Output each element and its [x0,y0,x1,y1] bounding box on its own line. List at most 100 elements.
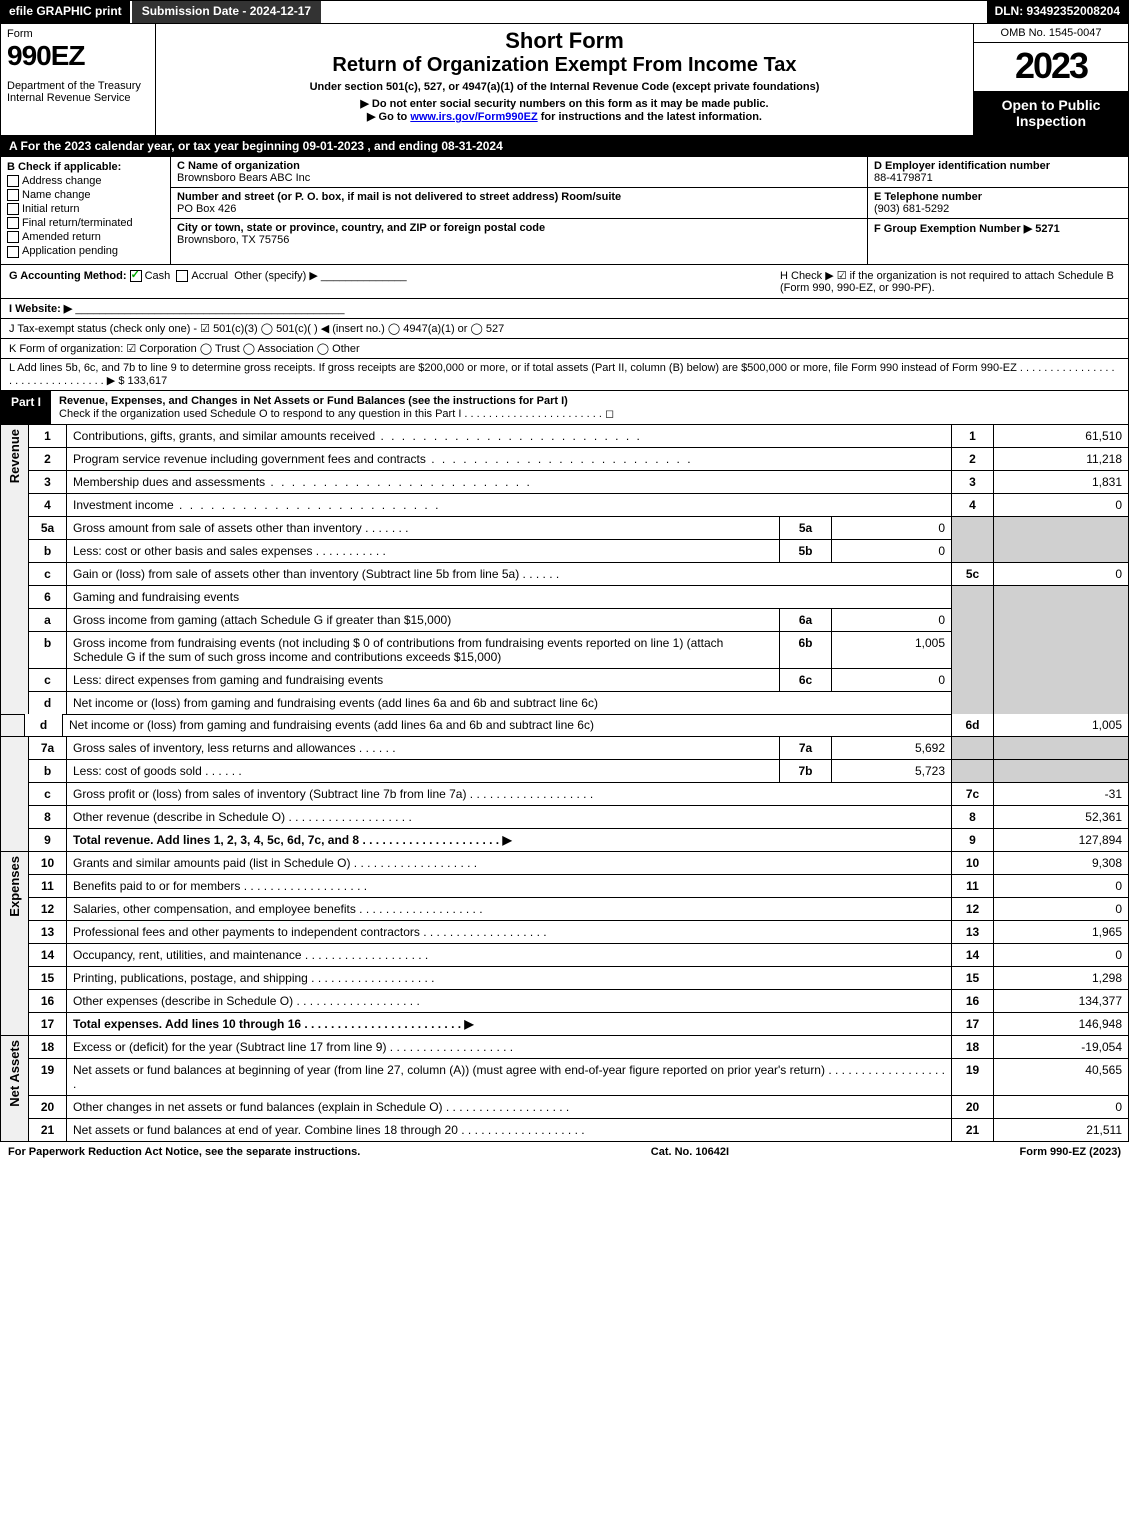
l6a-num: a [29,608,67,631]
l-value: 133,617 [128,375,168,387]
org-city-block: City or town, state or province, country… [171,219,867,249]
l21-lab: 21 [952,1119,994,1142]
l14-desc: Occupancy, rent, utilities, and maintena… [67,944,952,967]
dln: DLN: 93492352008204 [987,1,1128,23]
efile-print[interactable]: efile GRAPHIC print [1,1,130,23]
l6c-num: c [29,668,67,691]
irs-link[interactable]: www.irs.gov/Form990EZ [410,111,537,123]
l16-desc: Other expenses (describe in Schedule O) … [67,990,952,1013]
group-exemption-block: F Group Exemption Number ▶ 5271 [868,218,1128,238]
l15-desc: Printing, publications, postage, and shi… [67,967,952,990]
no-ssn-note: ▶ Do not enter social security numbers o… [162,97,967,110]
ein-h: D Employer identification number [874,160,1050,172]
opt-amended: Amended return [22,231,101,243]
l7a-sv: 5,692 [832,737,952,760]
lines-rest: 7aGross sales of inventory, less returns… [0,737,1129,1142]
section-k: K Form of organization: ☑ Corporation ◯ … [0,339,1129,359]
chk-address-change[interactable]: Address change [7,175,164,187]
l6d-val: 1,005 [994,714,1129,737]
l7c-lab: 7c [952,783,994,806]
chk-accrual[interactable] [176,270,188,282]
g-label: G Accounting Method: [9,270,127,282]
org-name-block: C Name of organization Brownsboro Bears … [171,157,867,188]
chk-final-return[interactable]: Final return/terminated [7,217,164,229]
phone-value: (903) 681-5292 [874,203,949,215]
l11-num: 11 [29,875,67,898]
l1-val: 61,510 [994,425,1129,448]
l17-desc: Total expenses. Add lines 10 through 16 … [67,1013,952,1036]
l5a-sv: 0 [832,516,952,539]
section-l: L Add lines 5b, 6c, and 7b to line 9 to … [0,359,1129,391]
section-def: D Employer identification number 88-4179… [868,157,1128,264]
l20-val: 0 [994,1096,1129,1119]
l2-lab: 2 [952,447,994,470]
opt-app-pending: Application pending [22,245,118,257]
chk-cash[interactable] [130,270,142,282]
l5a-desc: Gross amount from sale of assets other t… [67,516,780,539]
opt-initial-return: Initial return [22,203,79,215]
l6d-num: d [29,691,67,714]
l12-num: 12 [29,898,67,921]
g-cash: Cash [145,270,171,282]
chk-name-change[interactable]: Name change [7,189,164,201]
l7a-sb: 7a [780,737,832,760]
revenue-label: Revenue [1,425,29,715]
ein-block: D Employer identification number 88-4179… [868,157,1128,187]
ein-value: 88-4179871 [874,172,933,184]
l6b-num: b [29,631,67,668]
l5c-num: c [29,562,67,585]
l7b-sv: 5,723 [832,760,952,783]
l4-lab: 4 [952,493,994,516]
l5b-sv: 0 [832,539,952,562]
open-to-public: Open to Public Inspection [974,91,1128,135]
chk-app-pending[interactable]: Application pending [7,245,164,257]
l20-lab: 20 [952,1096,994,1119]
l5b-sb: 5b [780,539,832,562]
g-other: Other (specify) ▶ [234,270,318,282]
chk-initial-return[interactable]: Initial return [7,203,164,215]
submission-date: Submission Date - 2024-12-17 [130,1,321,23]
l9-desc: Total revenue. Add lines 1, 2, 3, 4, 5c,… [67,829,952,852]
l5a-num: 5a [29,516,67,539]
l6d-num2: d [25,714,63,737]
l21-val: 21,511 [994,1119,1129,1142]
l7b-sb: 7b [780,760,832,783]
top-bar: efile GRAPHIC print Submission Date - 20… [0,0,1129,24]
l4-desc: Investment income [67,493,952,516]
section-a: A For the 2023 calendar year, or tax yea… [0,136,1129,157]
phone-h: E Telephone number [874,191,982,203]
l5ab-gray [952,516,994,562]
l7a-num: 7a [29,737,67,760]
l6-gray-val [994,585,1129,714]
group-exemption: F Group Exemption Number ▶ 5271 [874,223,1060,235]
lines-table: Revenue 1 Contributions, gifts, grants, … [0,425,1129,715]
l12-val: 0 [994,898,1129,921]
l3-lab: 3 [952,470,994,493]
part-i-label: Part I [1,391,51,424]
l2-num: 2 [29,447,67,470]
l12-lab: 12 [952,898,994,921]
l3-num: 3 [29,470,67,493]
l6d-desc: Net income or (loss) from gaming and fun… [67,691,952,714]
section-j: J Tax-exempt status (check only one) - ☑… [0,319,1129,339]
l13-desc: Professional fees and other payments to … [67,921,952,944]
l20-num: 20 [29,1096,67,1119]
footer-left: For Paperwork Reduction Act Notice, see … [8,1146,360,1158]
l8-val: 52,361 [994,806,1129,829]
l6-desc: Gaming and fundraising events [67,585,952,608]
l1-lab: 1 [952,425,994,448]
l6c-sb: 6c [780,668,832,691]
rev-cont [1,714,25,737]
form-label: Form [7,28,149,40]
i-label: I Website: ▶ [9,303,72,315]
l17-val: 146,948 [994,1013,1129,1036]
part-i-title: Revenue, Expenses, and Changes in Net As… [51,391,1128,424]
form-code: 990EZ [7,40,149,72]
l1-desc: Contributions, gifts, grants, and simila… [67,425,952,448]
l13-num: 13 [29,921,67,944]
chk-amended[interactable]: Amended return [7,231,164,243]
l17-lab: 17 [952,1013,994,1036]
l15-lab: 15 [952,967,994,990]
l7b-gray [952,760,994,783]
l2-val: 11,218 [994,447,1129,470]
